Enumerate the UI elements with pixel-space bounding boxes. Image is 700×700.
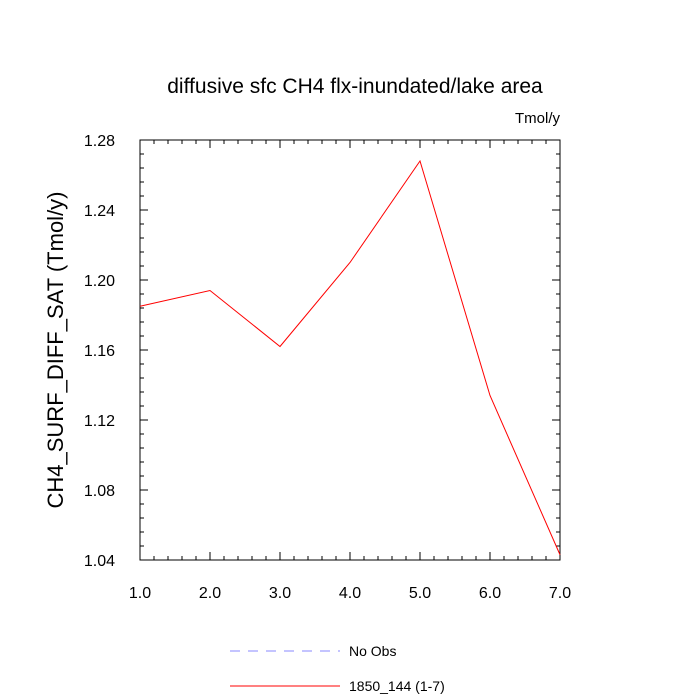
plot-frame	[139, 139, 561, 561]
series-line	[139, 159, 561, 555]
y-tick-label: 1.28	[84, 133, 115, 150]
legend-label: 1850_144 (1-7)	[349, 678, 445, 694]
y-axis-label: CH4_SURF_DIFF_SAT (Tmol/y)	[43, 191, 68, 508]
x-tick-label: 6.0	[479, 585, 501, 602]
x-tick-label: 1.0	[129, 585, 151, 602]
units-label: Tmol/y	[515, 110, 561, 127]
y-tick-label: 1.08	[84, 483, 115, 500]
y-tick-label: 1.16	[84, 343, 115, 360]
chart-title: diffusive sfc CH4 flx-inundated/lake are…	[167, 75, 543, 98]
x-tick-label: 3.0	[269, 585, 291, 602]
plot-area: 1.0 2.0 3.0 4.0 5.0 6.0 7.0 1.04 1.08 1.12 1.16 1.2…	[84, 133, 571, 602]
x-tick-label: 4.0	[339, 585, 361, 602]
x-tick-label: 5.0	[409, 585, 431, 602]
y-tick-label: 1.24	[84, 203, 115, 220]
y-tick-label: 1.20	[84, 273, 115, 290]
y-tick-label: 1.12	[84, 413, 115, 430]
legend-label: No Obs	[349, 643, 396, 659]
y-tick-label: 1.04	[84, 553, 115, 570]
x-tick-label: 7.0	[549, 585, 571, 602]
legend: No Obs 1850_144 (1-7)	[230, 643, 445, 694]
x-tick-label: 2.0	[199, 585, 221, 602]
